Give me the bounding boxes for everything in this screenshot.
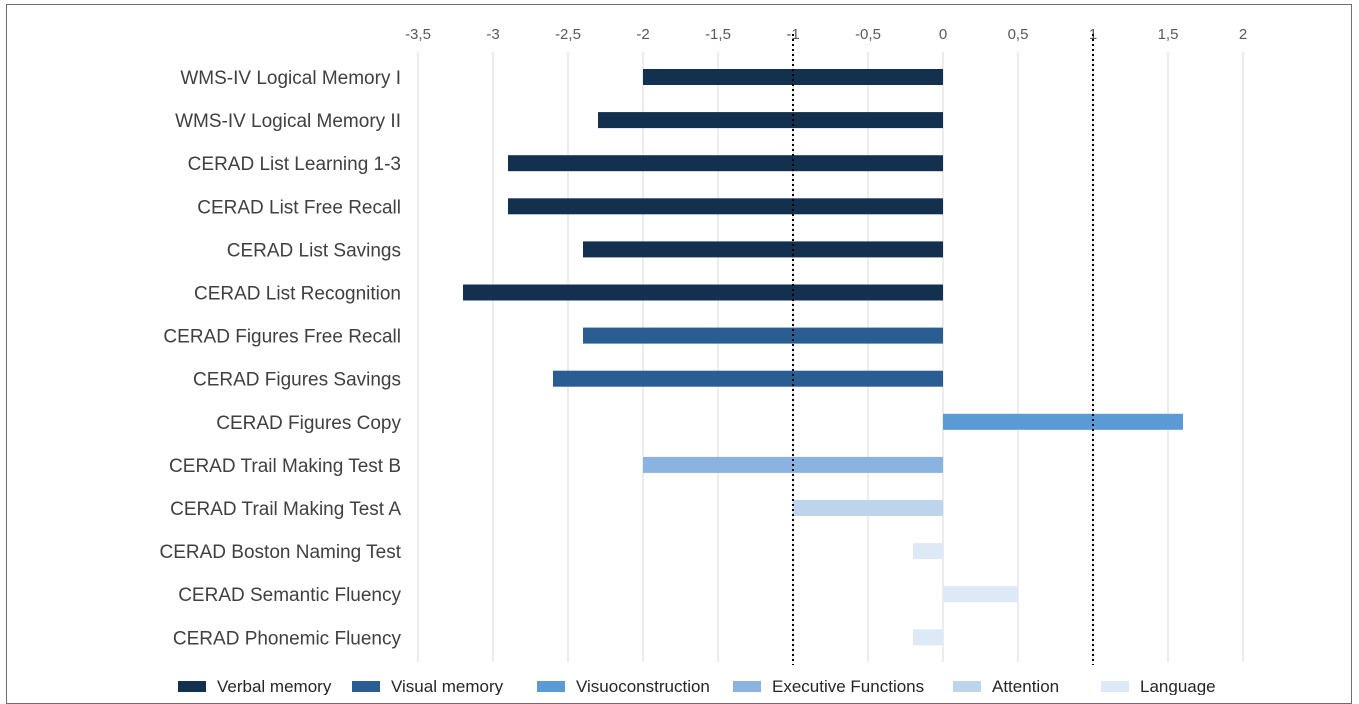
x-tick-label: -1,5 xyxy=(705,26,731,43)
legend-swatch xyxy=(733,681,761,692)
category-label: CERAD List Learning 1-3 xyxy=(188,154,401,175)
bar xyxy=(463,284,943,301)
category-label: WMS-IV Logical Memory II xyxy=(175,111,401,132)
legend-label: Attention xyxy=(992,677,1059,695)
bar xyxy=(553,370,943,387)
legend-label: Visual memory xyxy=(391,677,504,695)
x-tick-label: -2 xyxy=(636,26,649,43)
x-tick-label: 0,5 xyxy=(1008,26,1029,43)
legend-swatch xyxy=(953,681,981,692)
bar xyxy=(913,629,943,646)
legend-swatch xyxy=(537,681,565,692)
x-tick-label: -0,5 xyxy=(855,26,881,43)
legend-swatch xyxy=(1101,681,1129,692)
bar xyxy=(943,413,1183,430)
category-label: CERAD Figures Copy xyxy=(216,413,401,434)
legend-label: Language xyxy=(1140,677,1216,695)
x-tick-label: 2 xyxy=(1239,26,1247,43)
category-label: CERAD Figures Savings xyxy=(193,370,401,391)
bar xyxy=(508,155,943,172)
bar xyxy=(913,543,943,560)
category-label: CERAD Trail Making Test A xyxy=(170,499,401,520)
category-label: CERAD List Savings xyxy=(227,240,401,261)
category-label: WMS-IV Logical Memory I xyxy=(180,68,401,89)
bar xyxy=(943,586,1018,603)
x-tick-label: -2,5 xyxy=(555,26,581,43)
category-label: CERAD Trail Making Test B xyxy=(169,456,401,477)
x-tick-label: -3 xyxy=(486,26,499,43)
category-label: CERAD Phonemic Fluency xyxy=(173,628,402,649)
category-label: CERAD List Free Recall xyxy=(197,197,401,218)
x-tick-label: 1,5 xyxy=(1158,26,1179,43)
category-label: CERAD List Recognition xyxy=(194,284,401,305)
bar xyxy=(508,198,943,215)
legend-swatch xyxy=(352,681,380,692)
legend-label: Visuoconstruction xyxy=(576,677,710,695)
legend-swatch xyxy=(178,681,206,692)
x-tick-label: 0 xyxy=(939,26,947,43)
legend-label: Verbal memory xyxy=(217,677,332,695)
category-label: CERAD Semantic Fluency xyxy=(178,585,401,606)
bar xyxy=(583,241,943,258)
bar xyxy=(598,112,943,129)
bar xyxy=(583,327,943,344)
bar xyxy=(643,69,943,85)
legend-label: Executive Functions xyxy=(772,677,924,695)
category-label: CERAD Boston Naming Test xyxy=(160,542,402,563)
x-tick-label: -3,5 xyxy=(405,26,431,43)
bar xyxy=(793,500,943,516)
category-label: CERAD Figures Free Recall xyxy=(163,327,401,348)
